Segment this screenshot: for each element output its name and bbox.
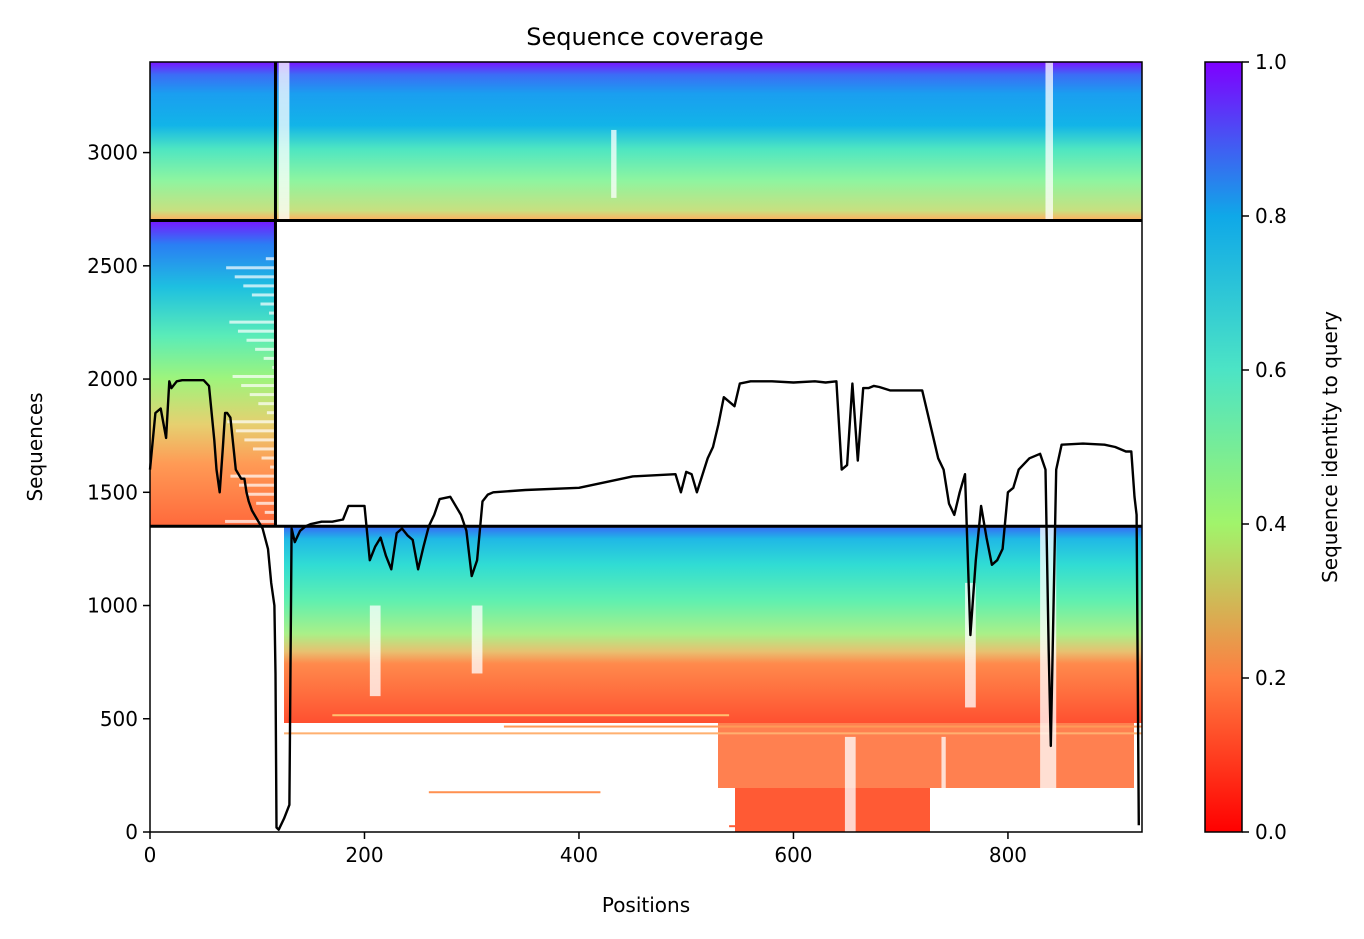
coverage-gap	[270, 465, 276, 469]
colorbar-tick-label: 0.0	[1255, 820, 1287, 844]
coverage-gap	[227, 420, 276, 424]
sparse-coverage-row	[729, 825, 751, 828]
x-tick-label: 0	[144, 843, 157, 867]
sparse-coverage-row	[332, 714, 730, 717]
coverage-gap	[237, 329, 276, 333]
coverage-gap	[266, 411, 276, 415]
sparse-coverage-row	[503, 725, 1142, 728]
coverage-gap	[269, 311, 276, 315]
x-axis-label: Positions	[602, 893, 690, 917]
coverage-gap	[244, 438, 276, 442]
coverage-gap	[844, 736, 856, 832]
coverage-line	[148, 379, 1141, 831]
y-axis-label: Sequences	[23, 392, 47, 501]
coverage-gap	[261, 456, 276, 460]
coverage-gap	[243, 284, 276, 288]
coverage-gap	[252, 447, 276, 451]
y-tick-label: 2000	[87, 367, 138, 391]
coverage-gap	[234, 275, 276, 279]
block-dividers	[150, 62, 1142, 528]
x-tick-label: 600	[774, 843, 812, 867]
coverage-gap	[255, 347, 276, 351]
coverage-gap	[249, 393, 276, 397]
coverage-gap	[611, 129, 617, 198]
coverage-gap	[260, 302, 276, 306]
chart-title: Sequence coverage	[526, 23, 763, 51]
x-tick-label: 200	[345, 843, 383, 867]
x-axis-ticks: 0 200 400 600 800	[144, 832, 1027, 867]
coverage-gap	[239, 483, 276, 487]
y-tick-label: 0	[125, 820, 138, 844]
x-tick-label: 400	[560, 843, 598, 867]
coverage-gap	[264, 510, 276, 514]
coverage-gap	[225, 519, 276, 523]
coverage-gap	[965, 582, 976, 708]
coverage-gap	[278, 62, 290, 221]
y-axis-ticks: 0 500 1000 1500 2000 2500 3000	[87, 141, 150, 844]
colorbar-tick-label: 0.4	[1255, 512, 1287, 536]
x-tick-label: 800	[989, 843, 1027, 867]
sparse-coverage-row	[284, 732, 1142, 735]
coverage-gap	[230, 474, 276, 478]
y-tick-label: 500	[100, 707, 138, 731]
coverage-gap	[241, 384, 276, 388]
heatmap-block-left	[150, 220, 276, 525]
coverage-gap	[265, 257, 276, 261]
sparse-coverage-row	[428, 791, 601, 794]
y-tick-label: 3000	[87, 141, 138, 165]
coverage-gap	[235, 429, 276, 433]
plot-frame	[149, 61, 1143, 833]
coverage-gap	[941, 736, 946, 832]
y-tick-label: 1500	[87, 480, 138, 504]
coverage-gap	[232, 374, 276, 378]
y-tick-label: 2500	[87, 254, 138, 278]
coverage-gap	[369, 605, 381, 697]
colorbar-tick-label: 0.8	[1255, 204, 1287, 228]
coverage-gap	[256, 501, 276, 505]
coverage-gap	[1045, 62, 1053, 221]
colorbar-tick-label: 1.0	[1255, 50, 1287, 74]
heatmap-block-bottom	[284, 525, 1142, 723]
colorbar-label: Sequence identity to query	[1318, 311, 1342, 583]
coverage-gap	[251, 293, 276, 297]
coverage-gap	[258, 402, 276, 406]
coverage-gap	[247, 492, 276, 496]
y-tick-label: 1000	[87, 594, 138, 618]
heatmap-lowest-red	[735, 788, 930, 832]
heatmap-block-top	[150, 62, 1142, 220]
coverage-gap	[246, 338, 276, 342]
coverage-gap	[229, 320, 276, 324]
coverage-gap	[272, 365, 276, 369]
colorbar-ticks: 0.0 0.2 0.4 0.6 0.8 1.0	[1242, 50, 1287, 844]
colorbar-tick-label: 0.6	[1255, 358, 1287, 382]
coverage-gap	[471, 605, 483, 674]
coverage-gap	[226, 266, 276, 270]
colorbar-tick-label: 0.2	[1255, 666, 1287, 690]
coverage-gap	[263, 356, 276, 360]
colorbar	[1204, 61, 1243, 833]
